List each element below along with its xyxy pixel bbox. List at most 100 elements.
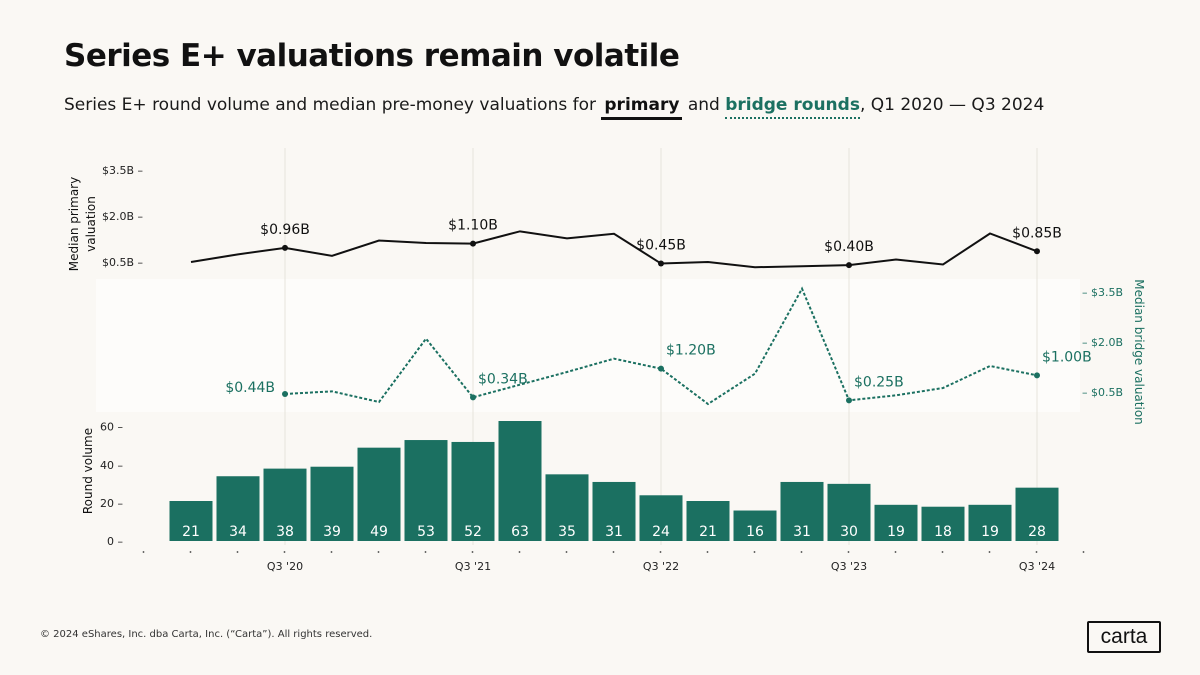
volume-ytick-label-3: 60 – (100, 421, 123, 434)
primary-axis-label-line1: Median primary (67, 177, 81, 271)
volume-bar-4 (357, 447, 401, 541)
carta-logo: carta (1087, 621, 1161, 653)
primary-data-label-6: $1.10B (448, 218, 498, 234)
volume-bar-label-3: 39 (323, 524, 341, 540)
bridge-data-label-2: $0.44B (225, 380, 275, 396)
xaxis-dot-10 (612, 551, 615, 553)
primary-data-label-18: $0.85B (1012, 225, 1062, 241)
xaxis-dot-13 (753, 551, 756, 553)
bridge-ytick-label-2: – $3.5B (1082, 286, 1123, 299)
primary-data-label-2: $0.96B (260, 222, 310, 238)
bridge-ytick-label-1: – $2.0B (1082, 336, 1123, 349)
subtitle-prefix: Series E+ round volume and median pre-mo… (64, 95, 602, 115)
bridge-data-label-14: $0.25B (854, 374, 904, 390)
volume-bar-1 (216, 476, 260, 541)
volume-bar-label-10: 24 (652, 524, 670, 540)
volume-bar-18 (1015, 487, 1059, 541)
xtick-label-6: Q3 '21 (455, 560, 491, 573)
copyright-footer: © 2024 eShares, Inc. dba Carta, Inc. (“C… (40, 629, 373, 640)
xaxis-dot-3 (283, 551, 286, 553)
volume-bar-11 (686, 501, 730, 541)
xtick-label-18: Q3 '24 (1019, 560, 1055, 573)
subtitle-suffix: , Q1 2020 — Q3 2024 (859, 95, 1045, 115)
volume-bar-5 (404, 440, 448, 541)
primary-ytick-label-2: $3.5B – (102, 164, 143, 177)
volume-bar-label-11: 21 (699, 524, 717, 540)
bridge-axis-label: Median bridge valuation (1132, 279, 1146, 425)
volume-bar-label-18: 28 (1028, 524, 1046, 540)
volume-bar-17 (968, 504, 1012, 541)
subtitle-middle: and (682, 95, 726, 115)
bridge-panel-bg (96, 279, 1080, 412)
xaxis-dot-20 (1082, 551, 1085, 553)
volume-bar-2 (263, 468, 307, 541)
xaxis-dot-9 (565, 551, 568, 553)
volume-bar-label-17: 19 (981, 524, 999, 540)
primary-data-label-10: $0.45B (636, 238, 686, 254)
volume-bar-12 (733, 510, 777, 541)
primary-axis-label-line2: valuation (84, 196, 98, 252)
primary-series-line (190, 230, 1038, 269)
volume-bar-label-16: 18 (934, 524, 952, 540)
volume-bar-9 (592, 481, 636, 541)
volume-bar-label-5: 53 (417, 524, 435, 540)
volume-bar-label-7: 63 (511, 524, 529, 540)
volume-bar-label-8: 35 (558, 524, 576, 540)
xaxis-dot-0 (142, 551, 145, 553)
primary-data-label-14: $0.40B (824, 239, 874, 255)
xaxis-dot-8 (518, 551, 521, 553)
bridge-data-label-6: $0.34B (478, 371, 528, 387)
volume-ytick-label-2: 40 – (100, 459, 123, 472)
xaxis-dot-2 (236, 551, 239, 553)
volume-bar-label-2: 38 (276, 524, 294, 540)
volume-bar-0 (169, 501, 213, 541)
volume-axis-label: Round volume (81, 428, 95, 514)
bridge-point-14 (846, 397, 852, 404)
volume-bar-label-0: 21 (182, 524, 200, 540)
bridge-point-2 (282, 391, 288, 397)
bridge-series-line (284, 286, 1038, 406)
volume-bar-13 (780, 481, 824, 541)
xaxis-dot-15 (847, 551, 850, 553)
primary-ytick-label-1: $2.0B – (102, 210, 143, 223)
primary-point-18 (1034, 248, 1040, 255)
xaxis-dot-7 (471, 551, 474, 553)
bridge-point-18 (1034, 372, 1040, 379)
xtick-label-10: Q3 '22 (643, 560, 679, 573)
page-title: Series E+ valuations remain volatile (64, 38, 680, 74)
volume-bar-7 (498, 421, 542, 541)
xtick-label-2: Q3 '20 (267, 560, 303, 573)
volume-bar-label-9: 31 (605, 524, 623, 540)
xaxis-dot-19 (1035, 551, 1038, 553)
xaxis-dot-6 (424, 551, 427, 553)
volume-bar-label-6: 52 (464, 524, 482, 540)
volume-bar-label-13: 31 (793, 524, 811, 540)
primary-point-2 (282, 244, 288, 251)
primary-point-14 (846, 262, 852, 269)
volume-bar-14 (827, 483, 871, 541)
volume-bar-label-1: 34 (229, 524, 247, 540)
xaxis-dot-14 (800, 551, 803, 553)
xaxis-dot-11 (659, 551, 662, 553)
volume-bar-label-15: 19 (887, 524, 905, 540)
bridge-data-label-10: $1.20B (666, 343, 716, 359)
volume-bar-label-4: 49 (370, 524, 388, 540)
volume-bar-label-12: 16 (746, 524, 764, 540)
bridge-ytick-label-0: – $0.5B (1082, 386, 1123, 399)
xaxis-dot-5 (377, 551, 380, 553)
xaxis-dot-18 (988, 551, 991, 553)
volume-bar-label-14: 30 (840, 524, 858, 540)
volume-bar-15 (874, 504, 918, 541)
xtick-label-14: Q3 '23 (831, 560, 867, 573)
xaxis-dot-17 (941, 551, 944, 553)
volume-bar-10 (639, 495, 683, 541)
xaxis-dot-1 (189, 551, 192, 553)
primary-point-10 (658, 260, 664, 267)
legend-primary: primary (601, 95, 683, 120)
volume-bar-3 (310, 466, 354, 541)
primary-ytick-label-0: $0.5B – (102, 256, 143, 269)
volume-bar-8 (545, 474, 589, 541)
xaxis-dot-12 (706, 551, 709, 553)
bridge-point-10 (658, 365, 664, 372)
